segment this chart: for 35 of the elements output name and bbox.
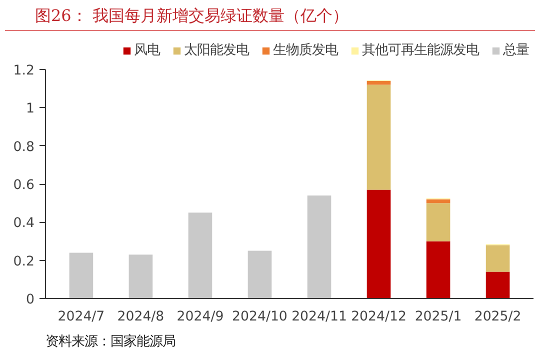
y-tick-label: 0.8: [13, 140, 35, 155]
chart-title: 图26： 我国每月新增交易绿证数量（亿个）: [35, 5, 348, 27]
bar: [486, 272, 510, 298]
bar: [366, 190, 391, 298]
y-tick-label: 0: [26, 292, 35, 308]
x-tick-label: 2024/9: [176, 310, 224, 324]
y-tick-label: 1: [26, 102, 35, 117]
bar: [69, 252, 94, 298]
bar: [366, 80, 391, 85]
y-tick-label: 0.4: [13, 216, 35, 232]
legend-label: 太阳能发电: [184, 42, 249, 59]
x-tick-label: 2024/11: [292, 310, 347, 324]
x-tick-label: 2025/2: [474, 310, 522, 324]
bar: [248, 250, 272, 298]
x-tick-label: 2024/7: [58, 310, 105, 324]
bar: [486, 245, 510, 272]
bar: [307, 195, 332, 298]
bar: [426, 199, 450, 204]
x-tick-label: 2025/1: [414, 310, 462, 324]
x-tick-label: 2024/10: [232, 310, 288, 324]
bar: [188, 212, 212, 298]
legend-label: 生物质发电: [273, 42, 338, 59]
y-tick-label: 0.6: [13, 178, 35, 193]
x-tick-label: 2024/8: [117, 310, 164, 324]
text: 资料来源：国家能源局: [46, 334, 176, 350]
bar: [366, 84, 391, 190]
legend-label: 总量: [503, 42, 529, 59]
legend-label: 风电: [134, 42, 160, 59]
y-tick-label: 1.2: [13, 64, 35, 78]
y-tick-label: 0.2: [13, 254, 35, 270]
x-tick-label: 2024/12: [351, 310, 406, 324]
bar: [128, 254, 153, 298]
legend-label: 其他可再生能源发电: [362, 42, 479, 59]
bar: [426, 203, 450, 242]
bar: [426, 241, 450, 298]
